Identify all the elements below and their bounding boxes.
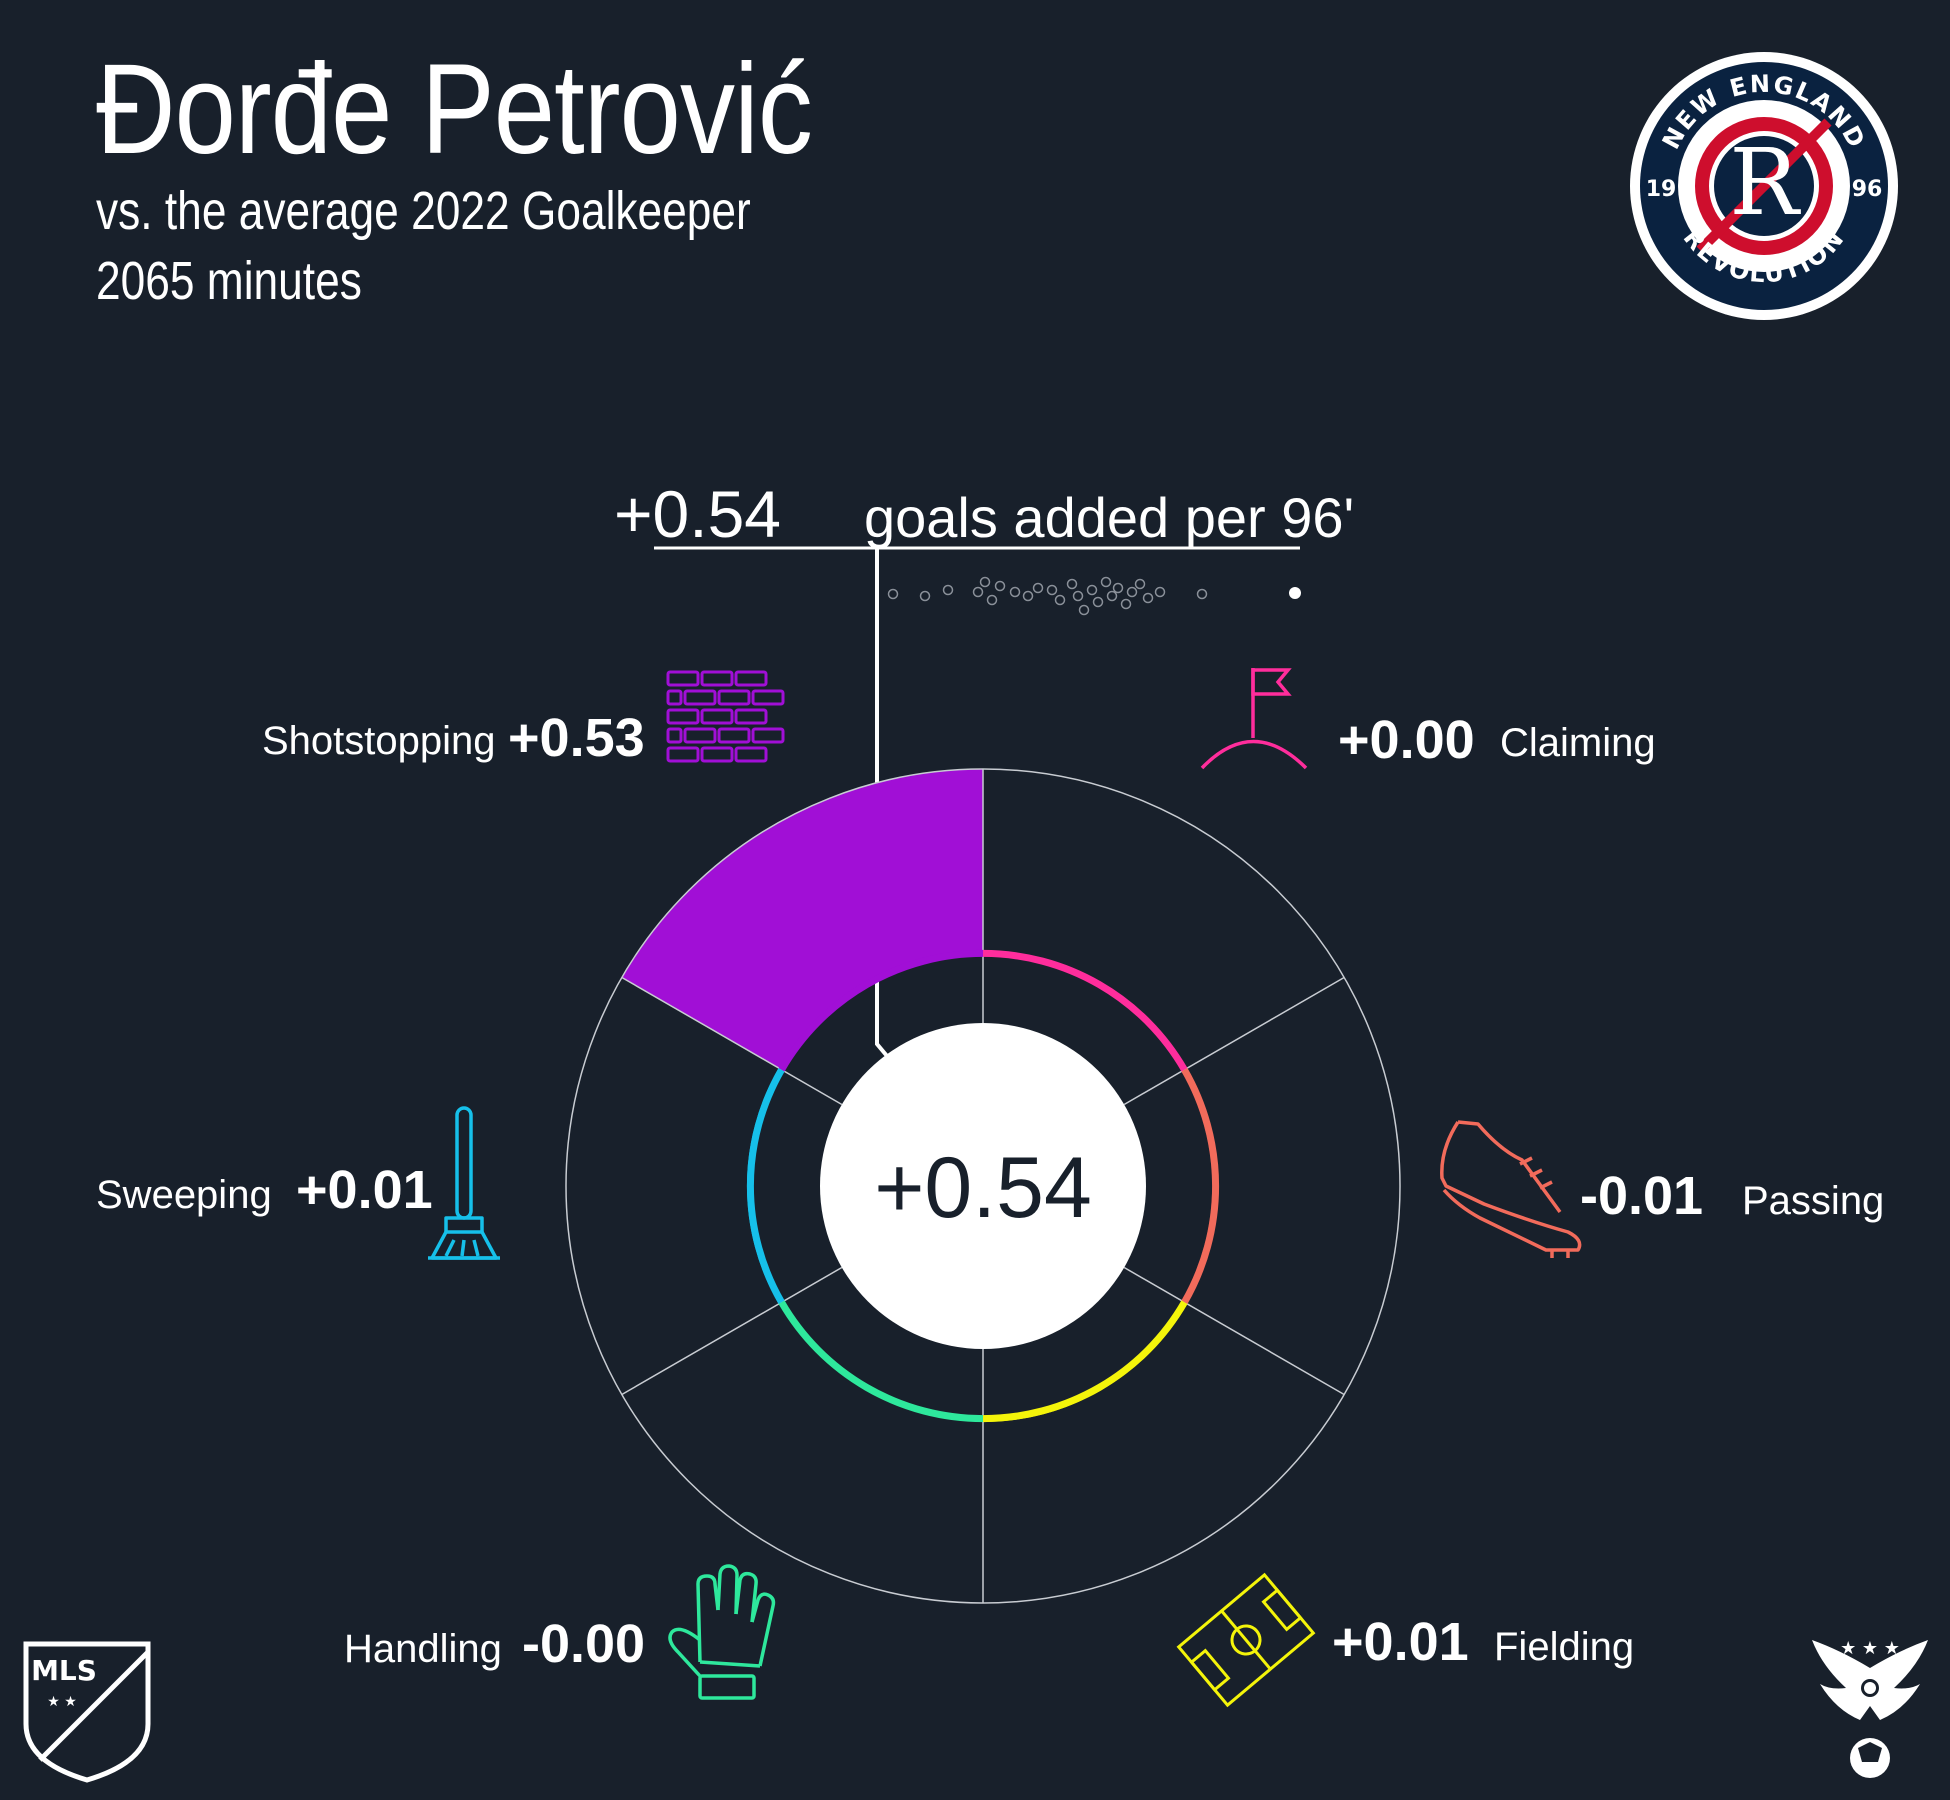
shotstopping-zero-arc: [778, 949, 984, 1072]
handling-value: -0.00: [522, 1614, 645, 1674]
distribution-dot: [1046, 584, 1058, 596]
category-fielding: +0.01 Fielding: [1176, 1572, 1634, 1708]
spoke: [1123, 1266, 1345, 1396]
shotstopping-label: Shotstopping: [262, 719, 496, 763]
player-dot: [1289, 587, 1301, 599]
category-claiming: +0.00 Claiming: [1200, 668, 1656, 770]
svg-text:R: R: [1729, 129, 1801, 236]
handling-zero-arc: [778, 1300, 984, 1423]
player-name: Đorđe Petrović: [96, 38, 813, 181]
distribution-dot: [1009, 586, 1021, 598]
distribution-dots: [887, 576, 1208, 616]
distribution-dot: [1106, 590, 1118, 602]
logo-year-right: 96: [1852, 177, 1883, 202]
logo-year-left: 19: [1646, 177, 1677, 202]
distribution-dot: [1154, 586, 1166, 598]
distribution-dot: [979, 576, 991, 588]
distribution-dot: [1120, 598, 1132, 610]
passing-zero-arc: [1181, 1067, 1220, 1305]
distribution-dot: [1092, 596, 1104, 608]
boot-icon: [1440, 1120, 1582, 1258]
distribution-dot: [1100, 576, 1112, 588]
headline: +0.54 goals added per 96': [614, 477, 1354, 1058]
distribution-dot: [1196, 588, 1208, 600]
distribution-dot: [972, 586, 984, 598]
passing-label: Passing: [1742, 1179, 1884, 1223]
claiming-label: Claiming: [1500, 721, 1656, 765]
distribution-dot: [1086, 584, 1098, 596]
distribution-dot: [1078, 604, 1090, 616]
sweeping-label: Sweeping: [96, 1173, 272, 1217]
shotstopping-value: +0.53: [508, 708, 645, 768]
svg-text:★ ★: ★ ★: [47, 1694, 77, 1710]
spoke: [621, 976, 843, 1106]
comparison-text: vs. the average 2022 Goalkeeper: [96, 181, 751, 241]
distribution-dot: [1126, 586, 1138, 598]
zero-arcs: [746, 949, 1220, 1423]
distribution-dot: [1134, 578, 1146, 590]
broom-icon: [428, 1106, 500, 1260]
category-shotstopping: +0.53 Shotstopping: [262, 670, 785, 768]
fielding-label: Fielding: [1494, 1625, 1634, 1669]
fielding-value: +0.01: [1332, 1612, 1469, 1672]
distribution-dot: [1054, 594, 1066, 606]
fielding-zero-arc: [982, 1300, 1188, 1423]
leader-line: [875, 548, 889, 1058]
distribution-dot: [942, 584, 954, 596]
spoke: [621, 1266, 843, 1396]
distribution-dot: [1142, 592, 1154, 604]
svg-text:★ ★ ★: ★ ★ ★: [1840, 1638, 1900, 1659]
mls-logo: MLS ★ ★: [23, 1641, 151, 1783]
total-label: goals added per 96': [864, 486, 1354, 549]
center-value: +0.54: [874, 1140, 1092, 1236]
glove-icon: [668, 1564, 776, 1700]
brick-wall-icon: [666, 670, 785, 763]
claiming-value: +0.00: [1338, 710, 1475, 770]
distribution-dot: [1072, 590, 1084, 602]
distribution-dot: [994, 580, 1006, 592]
distribution-dot: [1022, 590, 1034, 602]
category-sweeping: +0.01 Sweeping: [96, 1106, 500, 1260]
distribution-dot: [1032, 582, 1044, 594]
distribution-dot: [1112, 582, 1124, 594]
category-passing: -0.01 Passing: [1440, 1120, 1884, 1258]
handling-label: Handling: [344, 1627, 502, 1671]
shotstopping-bar: [621, 769, 983, 1070]
minutes-text: 2065 minutes: [96, 251, 362, 311]
mls-logo-text: MLS: [31, 1654, 97, 1687]
eagle-logo-icon: ★ ★ ★: [1812, 1638, 1928, 1778]
claiming-zero-arc: [982, 949, 1188, 1072]
distribution-dot: [986, 594, 998, 606]
spoke: [1123, 976, 1345, 1106]
category-handling: -0.00 Handling: [344, 1564, 776, 1700]
distribution-dot: [919, 590, 931, 602]
center-disc: [820, 1023, 1146, 1349]
sweeping-value: +0.01: [296, 1160, 433, 1220]
passing-value: -0.01: [1580, 1166, 1703, 1226]
subtitle: vs. the average 2022 Goalkeeper 2065 min…: [96, 176, 751, 316]
distribution-dot: [1066, 578, 1078, 590]
sweeping-zero-arc: [746, 1067, 785, 1305]
pitch-icon: [1176, 1572, 1316, 1708]
total-value: +0.54: [614, 477, 781, 551]
corner-flag-icon: [1200, 668, 1308, 770]
spokes: [621, 769, 1345, 1603]
distribution-dot: [887, 588, 899, 600]
team-logo: R NEW ENGLAND REVOLUTION 19 96: [1630, 52, 1898, 320]
